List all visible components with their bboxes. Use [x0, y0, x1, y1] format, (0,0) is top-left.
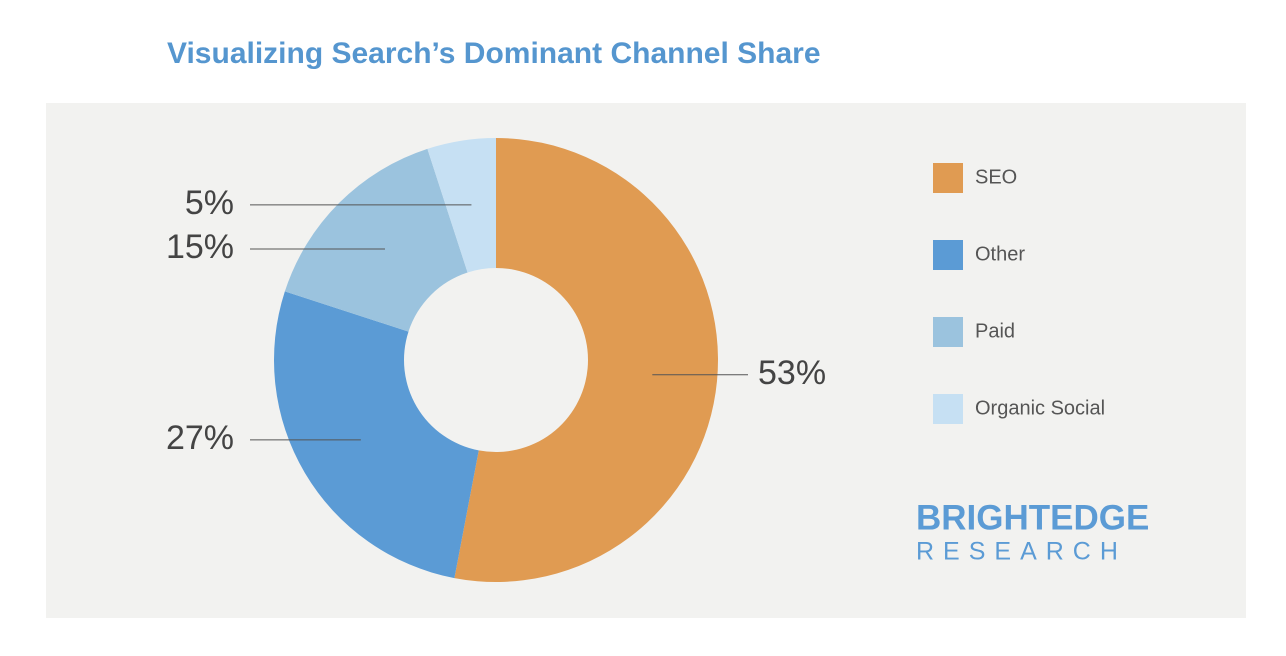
legend-label: Organic Social	[975, 397, 1105, 419]
donut-segment	[274, 291, 479, 579]
donut-segment	[284, 148, 468, 332]
donut-segment	[454, 138, 719, 582]
legend-label: Paid	[975, 320, 1015, 342]
legend-swatch	[933, 240, 963, 270]
data-label: 5%	[185, 184, 234, 222]
data-label: 27%	[166, 419, 234, 457]
legend-label: SEO	[975, 166, 1017, 188]
legend-swatch	[933, 317, 963, 347]
logo-subtitle: RESEARCH	[916, 538, 1127, 566]
chart-title: Visualizing Search’s Dominant Channel Sh…	[167, 37, 821, 70]
data-label: 53%	[758, 354, 826, 392]
legend-swatch	[933, 394, 963, 424]
legend-label: Other	[975, 243, 1025, 265]
legend-swatch	[933, 163, 963, 193]
data-label: 15%	[166, 228, 234, 266]
logo-name: BRIGHTEDGE	[916, 498, 1149, 537]
